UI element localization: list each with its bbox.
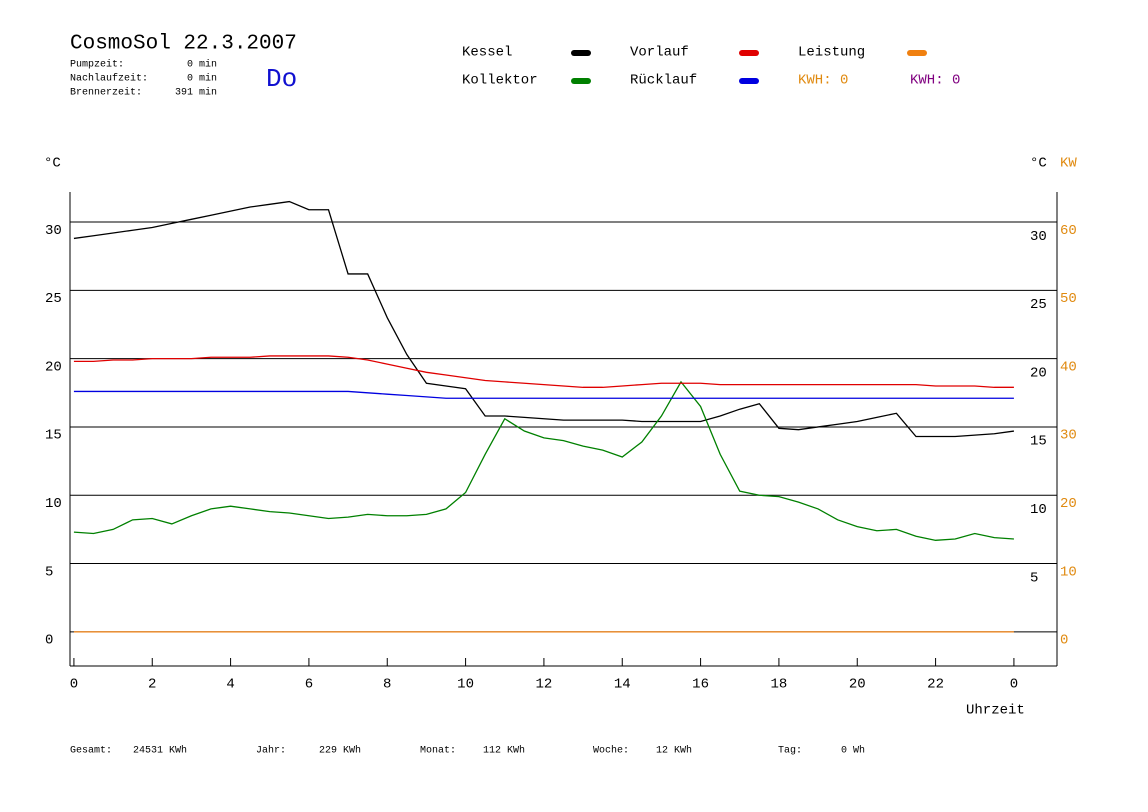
series-line (73, 200, 1015, 438)
legend-label: Kessel (462, 45, 512, 61)
info-label: Nachlaufzeit: (70, 73, 148, 85)
series-line (73, 380, 1014, 541)
y-tick-label: 25 (45, 291, 62, 307)
x-tick-label: 4 (226, 677, 234, 693)
info-value: 0 min (187, 73, 217, 85)
x-axis-label: Uhrzeit (966, 703, 1025, 719)
x-tick-label: 16 (692, 677, 709, 693)
y-right-tick-label: 25 (1030, 297, 1047, 313)
series-line (73, 355, 1014, 388)
x-tick-label: 2 (148, 677, 156, 693)
legend-label: Vorlauf (630, 45, 689, 61)
chart-title: CosmoSol 22.3.2007 (70, 33, 297, 56)
y2-tick-label: 10 (1060, 564, 1077, 580)
x-tick-label: 0 (1010, 677, 1018, 693)
total-value: 229 KWh (319, 745, 361, 757)
total-label: Monat: (420, 746, 456, 757)
total-value: 112 KWh (483, 745, 525, 757)
y-tick-label: 30 (45, 223, 62, 239)
kwh-label: KWH: 0 (798, 73, 848, 89)
x-tick-label: 12 (536, 677, 553, 693)
legend-label: Rücklauf (630, 73, 697, 89)
info-label: Pumpzeit: (70, 59, 124, 71)
total-label: Tag: (778, 746, 802, 757)
y2-tick-label: 0 (1060, 633, 1068, 649)
total-label: Jahr: (256, 745, 286, 757)
y2-tick-label: 40 (1060, 359, 1077, 375)
y2-unit-kw: KW (1060, 156, 1077, 172)
total-value: 12 KWh (656, 745, 692, 757)
y-tick-label: 15 (45, 428, 62, 444)
x-tick-label: 18 (771, 677, 788, 693)
total-label: Woche: (593, 745, 629, 757)
x-tick-label: 0 (70, 677, 78, 693)
info-value: 0 min (187, 59, 217, 71)
y2-tick-label: 30 (1060, 428, 1077, 444)
y2-unit: °C (1030, 156, 1047, 172)
y2-tick-label: 60 (1060, 223, 1077, 239)
x-tick-label: 14 (614, 677, 631, 693)
x-tick-label: 22 (927, 677, 944, 693)
info-value: 391 min (175, 87, 217, 99)
y-right-tick-label: 20 (1030, 365, 1047, 381)
y-right-tick-label: 10 (1030, 502, 1047, 518)
y-right-tick-label: 5 (1030, 570, 1038, 586)
y2-tick-label: 20 (1060, 496, 1077, 512)
y-unit: °C (44, 156, 61, 172)
y-tick-label: 20 (45, 359, 62, 375)
kwh-label: KWH: 0 (910, 73, 960, 89)
y-right-tick-label: 30 (1030, 229, 1047, 245)
series-line (73, 390, 1014, 399)
x-tick-label: 20 (849, 677, 866, 693)
x-tick-label: 8 (383, 677, 391, 693)
total-value: 24531 KWh (133, 745, 187, 757)
info-label: Brennerzeit: (70, 87, 142, 99)
x-tick-label: 10 (457, 677, 474, 693)
y-tick-label: 10 (45, 496, 62, 512)
y-tick-label: 5 (45, 564, 53, 580)
y-right-tick-label: 15 (1030, 434, 1047, 450)
day-label: Do (266, 64, 297, 94)
y2-tick-label: 50 (1060, 291, 1077, 307)
total-label: Gesamt: (70, 746, 112, 757)
total-value: 0 Wh (841, 745, 865, 757)
legend-label: Kollektor (462, 73, 538, 89)
x-tick-label: 6 (305, 677, 313, 693)
legend-label: Leistung (798, 45, 865, 61)
y-tick-label: 0 (45, 633, 53, 649)
